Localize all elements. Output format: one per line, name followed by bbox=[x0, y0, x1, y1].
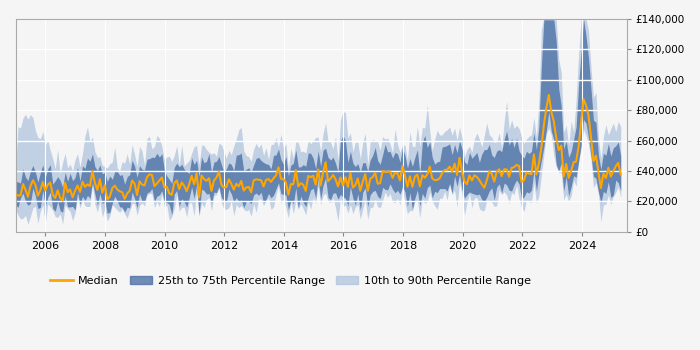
Legend: Median, 25th to 75th Percentile Range, 10th to 90th Percentile Range: Median, 25th to 75th Percentile Range, 1… bbox=[46, 271, 536, 290]
